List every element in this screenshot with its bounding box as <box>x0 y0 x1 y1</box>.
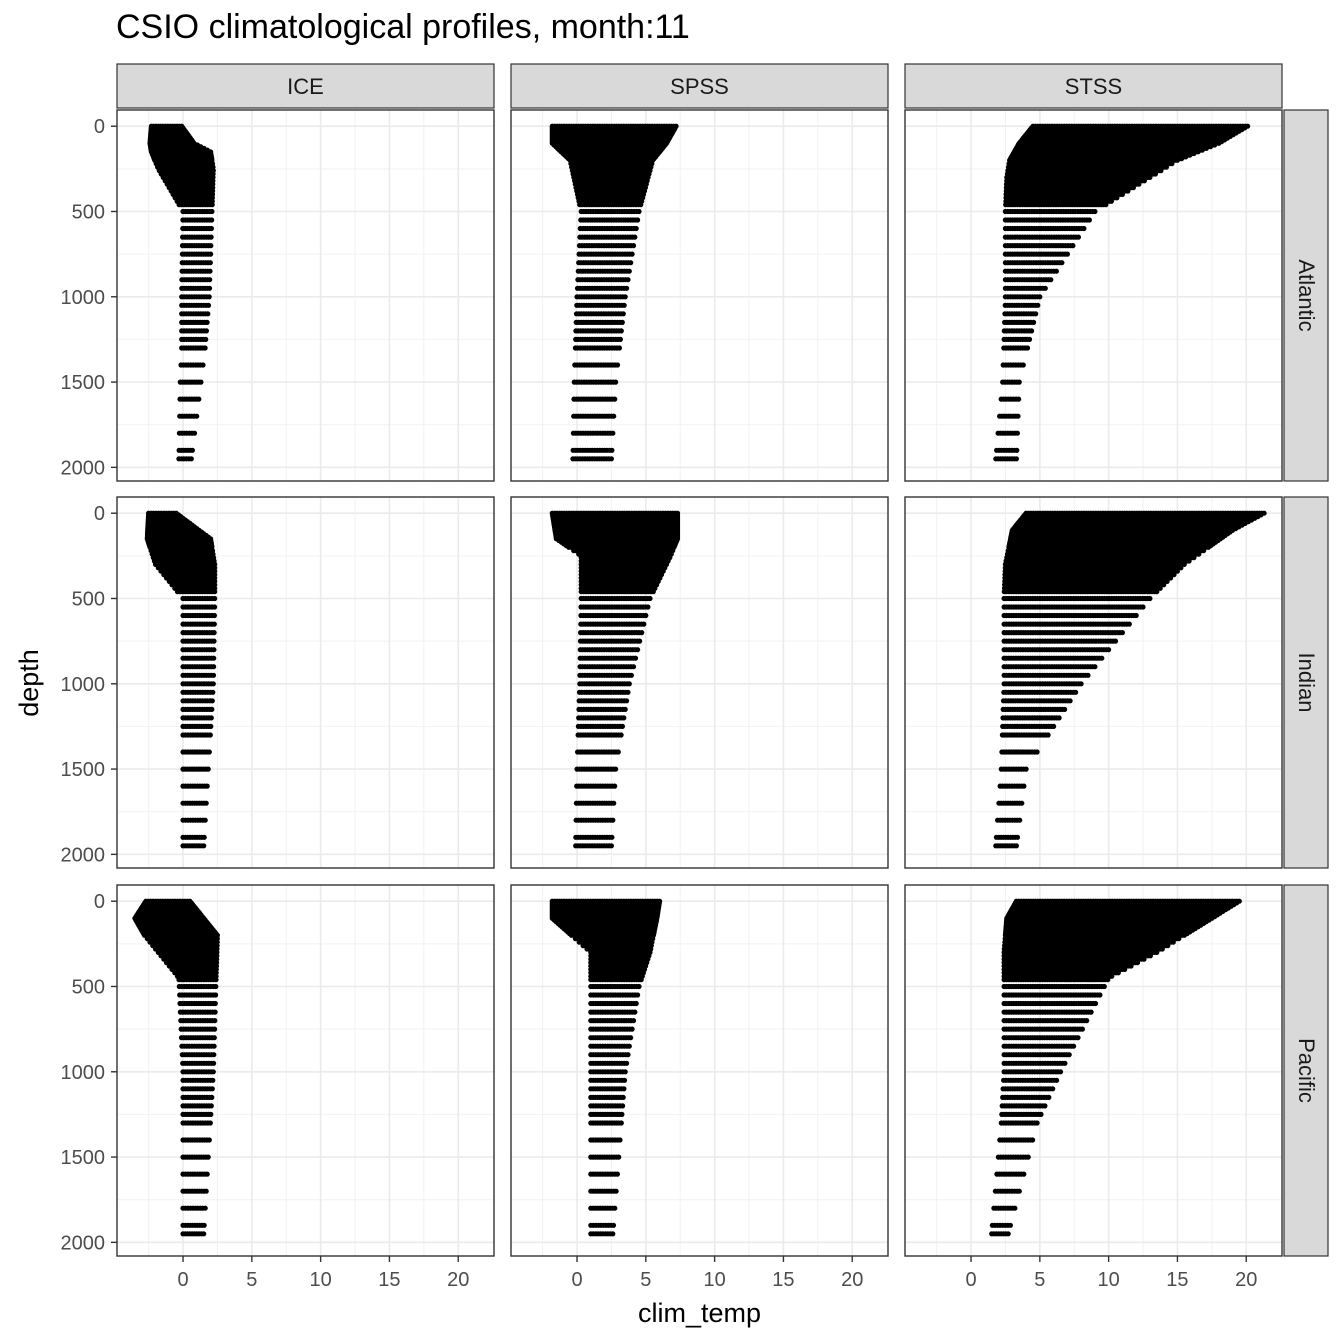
data-point <box>613 379 619 385</box>
panel-indian-spss <box>511 497 888 868</box>
data-point <box>196 396 202 402</box>
data-point <box>198 379 204 385</box>
facet-row-label: Indian <box>1294 653 1319 713</box>
data-point <box>189 447 195 453</box>
data-point <box>205 302 212 308</box>
data-point <box>207 277 213 283</box>
data-point <box>625 277 631 283</box>
data-point <box>194 413 200 419</box>
facet-strip-ice <box>116 63 495 109</box>
panel-background <box>511 110 888 481</box>
data-point <box>633 225 639 232</box>
data-point <box>610 430 616 436</box>
facet-column-label: ICE <box>287 74 324 99</box>
data-point <box>630 243 637 249</box>
data-point <box>188 456 194 462</box>
data-point <box>619 319 625 325</box>
facet-column-label: STSS <box>1065 74 1122 99</box>
facet-strip-stss <box>904 63 1283 109</box>
data-point <box>1169 161 1175 167</box>
data-point <box>209 202 215 208</box>
data-point <box>628 260 634 266</box>
data-point <box>611 413 617 419</box>
data-point <box>208 225 214 232</box>
data-point <box>206 285 213 291</box>
data-point <box>191 430 198 436</box>
data-point <box>1163 164 1169 170</box>
data-point <box>626 268 632 274</box>
data-point <box>200 362 206 368</box>
data-point <box>1158 168 1164 174</box>
data-point <box>624 285 630 291</box>
data-point <box>622 294 628 300</box>
panel-atlantic-spss <box>511 110 888 481</box>
data-point <box>621 302 627 308</box>
data-point <box>635 217 641 223</box>
data-point <box>629 251 635 257</box>
data-point <box>616 345 623 351</box>
facet-row-label: Atlantic <box>1294 259 1319 331</box>
data-point <box>638 202 644 208</box>
data-point <box>207 260 213 266</box>
data-point <box>206 294 212 300</box>
data-point <box>209 217 215 223</box>
facet-strip-atlantic <box>1283 109 1329 482</box>
data-point <box>609 447 615 453</box>
facet-strip-indian <box>1283 496 1329 869</box>
data-point <box>207 268 213 274</box>
data-point <box>632 234 638 240</box>
panel-pacific-spss <box>511 885 888 1256</box>
data-point <box>208 234 214 240</box>
data-point <box>618 328 624 334</box>
panel-background <box>511 885 888 1256</box>
facet-strip-spss <box>510 63 889 109</box>
data-point <box>203 328 209 334</box>
data-point <box>608 456 615 462</box>
data-point <box>614 362 621 368</box>
data-point <box>208 243 214 249</box>
data-point <box>620 311 626 317</box>
data-point <box>205 311 211 317</box>
facet-row-label: Pacific <box>1294 1038 1319 1103</box>
data-point <box>636 208 642 215</box>
data-point <box>1174 157 1180 163</box>
facet-strip-pacific <box>1283 884 1329 1257</box>
chart-title: CSIO climatological profiles, month:11 <box>116 8 690 46</box>
panel-background <box>511 497 888 868</box>
data-point <box>612 396 618 402</box>
data-point <box>208 251 214 257</box>
data-point <box>617 336 624 342</box>
points-atlantic-ice <box>147 123 216 462</box>
data-point <box>202 345 208 351</box>
data-point <box>209 208 215 215</box>
data-point <box>204 319 210 325</box>
data-point <box>203 336 209 342</box>
facet-column-label: SPSS <box>670 74 729 99</box>
